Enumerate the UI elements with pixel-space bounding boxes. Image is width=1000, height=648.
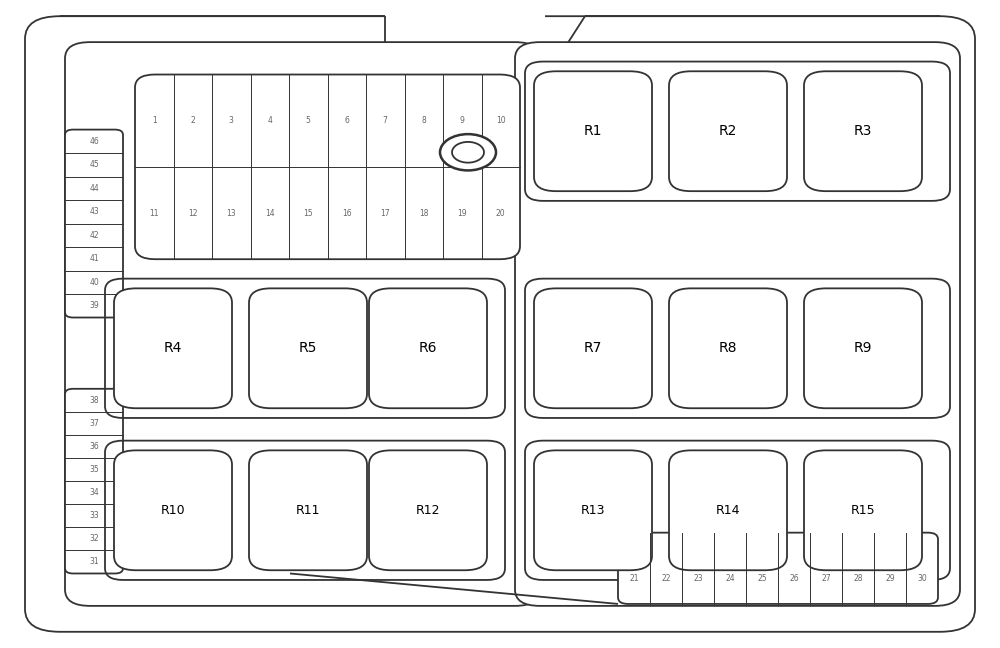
Text: 36: 36 — [89, 442, 99, 451]
Text: R15: R15 — [851, 503, 875, 517]
Text: 15: 15 — [303, 209, 313, 218]
Text: 19: 19 — [457, 209, 467, 218]
FancyBboxPatch shape — [515, 42, 960, 606]
Text: R6: R6 — [419, 341, 437, 355]
Text: 37: 37 — [89, 419, 99, 428]
Text: R8: R8 — [719, 341, 737, 355]
Text: R13: R13 — [581, 503, 605, 517]
FancyBboxPatch shape — [669, 71, 787, 191]
Circle shape — [452, 142, 484, 163]
Text: R7: R7 — [584, 341, 602, 355]
FancyBboxPatch shape — [669, 288, 787, 408]
Text: 21: 21 — [629, 575, 639, 583]
Text: 33: 33 — [89, 511, 99, 520]
Text: 30: 30 — [917, 575, 927, 583]
Text: R4: R4 — [164, 341, 182, 355]
FancyBboxPatch shape — [618, 533, 938, 604]
Text: 43: 43 — [89, 207, 99, 216]
Circle shape — [440, 134, 496, 170]
FancyBboxPatch shape — [114, 288, 232, 408]
Text: R1: R1 — [584, 124, 602, 138]
FancyBboxPatch shape — [804, 71, 922, 191]
Text: 13: 13 — [226, 209, 236, 218]
Text: 2: 2 — [190, 116, 195, 125]
Text: 5: 5 — [306, 116, 311, 125]
FancyBboxPatch shape — [65, 42, 540, 606]
Text: 35: 35 — [89, 465, 99, 474]
Text: 12: 12 — [188, 209, 198, 218]
Text: R9: R9 — [854, 341, 872, 355]
Text: 23: 23 — [693, 575, 703, 583]
Text: R14: R14 — [716, 503, 740, 517]
Text: 31: 31 — [89, 557, 99, 566]
Text: 20: 20 — [496, 209, 506, 218]
FancyBboxPatch shape — [534, 288, 652, 408]
Text: 14: 14 — [265, 209, 275, 218]
Text: 40: 40 — [89, 278, 99, 287]
Text: 16: 16 — [342, 209, 352, 218]
Text: 42: 42 — [89, 231, 99, 240]
Text: 25: 25 — [757, 575, 767, 583]
Text: 22: 22 — [661, 575, 671, 583]
FancyBboxPatch shape — [135, 75, 520, 259]
Text: R11: R11 — [296, 503, 320, 517]
FancyBboxPatch shape — [114, 450, 232, 570]
FancyBboxPatch shape — [534, 450, 652, 570]
Text: R2: R2 — [719, 124, 737, 138]
Text: 1: 1 — [152, 116, 157, 125]
Text: 7: 7 — [383, 116, 388, 125]
Text: R10: R10 — [161, 503, 185, 517]
FancyBboxPatch shape — [534, 71, 652, 191]
FancyBboxPatch shape — [804, 450, 922, 570]
FancyBboxPatch shape — [804, 288, 922, 408]
Text: 32: 32 — [89, 535, 99, 544]
FancyBboxPatch shape — [65, 389, 123, 573]
FancyBboxPatch shape — [369, 288, 487, 408]
Text: 24: 24 — [725, 575, 735, 583]
FancyBboxPatch shape — [669, 450, 787, 570]
FancyBboxPatch shape — [65, 130, 123, 318]
Text: R3: R3 — [854, 124, 872, 138]
Text: 18: 18 — [419, 209, 428, 218]
FancyBboxPatch shape — [369, 450, 487, 570]
Text: 46: 46 — [89, 137, 99, 146]
Text: 45: 45 — [89, 160, 99, 169]
Text: R5: R5 — [299, 341, 317, 355]
Text: 11: 11 — [150, 209, 159, 218]
Text: 44: 44 — [89, 184, 99, 193]
Text: 6: 6 — [344, 116, 349, 125]
Text: 27: 27 — [821, 575, 831, 583]
Text: 38: 38 — [89, 396, 99, 405]
Text: 29: 29 — [885, 575, 895, 583]
FancyBboxPatch shape — [249, 450, 367, 570]
Text: 4: 4 — [267, 116, 272, 125]
Text: 17: 17 — [380, 209, 390, 218]
Text: 3: 3 — [229, 116, 234, 125]
Text: 26: 26 — [789, 575, 799, 583]
Text: R12: R12 — [416, 503, 440, 517]
Text: 39: 39 — [89, 301, 99, 310]
FancyBboxPatch shape — [249, 288, 367, 408]
Text: 28: 28 — [853, 575, 863, 583]
Text: 10: 10 — [496, 116, 506, 125]
FancyBboxPatch shape — [25, 16, 975, 632]
Bar — [385, 3, 545, 94]
Text: 41: 41 — [89, 254, 99, 263]
Text: 8: 8 — [421, 116, 426, 125]
Text: 34: 34 — [89, 488, 99, 497]
Text: 9: 9 — [460, 116, 465, 125]
